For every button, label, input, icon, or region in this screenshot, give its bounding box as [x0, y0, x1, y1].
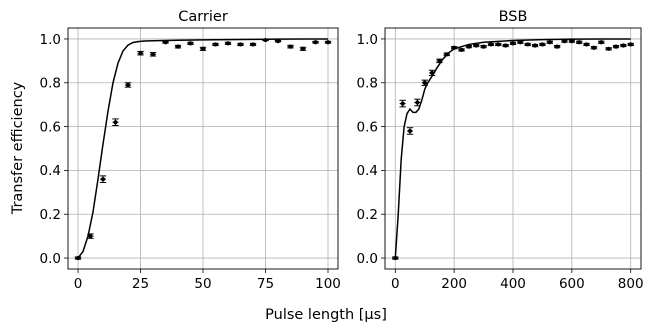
y-tick-label: 0.2	[357, 207, 378, 223]
axes-frame	[384, 27, 642, 270]
x-tick-label: 800	[618, 276, 644, 292]
y-tick-label: 0.0	[40, 251, 61, 267]
data-point	[555, 44, 560, 49]
y-tick-label: 0.8	[40, 76, 61, 92]
y-tick-label: 0.4	[357, 163, 378, 179]
data-point	[466, 44, 471, 49]
data-point	[400, 101, 405, 106]
data-point	[496, 42, 501, 47]
data-point	[591, 45, 597, 50]
data-point	[569, 39, 574, 44]
data-point	[422, 80, 427, 85]
data-point	[628, 42, 633, 47]
x-tick-label: 75	[257, 276, 274, 292]
data-point	[540, 42, 545, 47]
data-point	[621, 43, 626, 48]
data-point	[150, 52, 156, 57]
data-point	[562, 39, 567, 44]
panel-title: Carrier	[178, 9, 228, 25]
data-point	[532, 43, 538, 48]
data-point	[488, 42, 494, 47]
data-point	[125, 82, 131, 88]
data-point	[599, 40, 604, 45]
x-tick-label: 200	[441, 276, 467, 292]
data-point	[113, 120, 118, 125]
data-point	[175, 44, 181, 49]
data-point	[407, 128, 413, 134]
data-point	[606, 46, 611, 51]
data-point	[300, 46, 306, 51]
y-tick-label: 0.2	[40, 207, 61, 223]
data-point	[613, 44, 619, 49]
data-point	[225, 41, 231, 46]
fit-curve	[77, 38, 328, 259]
data-point	[547, 40, 552, 45]
data-point	[577, 40, 582, 45]
y-tick-label: 1.0	[40, 32, 61, 48]
data-point	[88, 234, 93, 239]
data-point	[138, 51, 143, 56]
data-point	[100, 177, 106, 182]
y-axis-title: Transfer efficiency	[10, 81, 26, 215]
data-point	[250, 42, 256, 47]
x-tick-label: 0	[74, 276, 83, 292]
data-point	[510, 41, 516, 46]
data-point	[481, 44, 486, 49]
data-point	[275, 39, 281, 44]
axes-frame	[67, 27, 339, 270]
x-tick-label: 100	[315, 276, 341, 292]
carrier-panel: 0 25 50 75 100 0.0 0.2 0.4 0.6 0.8 1.0 Carrier	[40, 9, 341, 292]
y-tick-label: 0.6	[357, 119, 378, 135]
x-tick-label: 50	[194, 276, 211, 292]
data-point	[503, 43, 508, 48]
y-tick-label: 0.8	[357, 76, 378, 92]
y-tick-label: 0.4	[40, 163, 61, 179]
x-tick-label: 0	[391, 276, 400, 292]
fit-curve	[394, 38, 631, 259]
x-tick-label: 600	[559, 276, 585, 292]
bsb-panel: 0 200 400 600 800 0.0 0.2 0.4 0.6 0.8 1.0 BSB	[357, 9, 644, 292]
panel-title: BSB	[499, 9, 528, 25]
data-point	[584, 42, 589, 47]
data-point	[474, 43, 479, 48]
data-point	[525, 42, 530, 47]
data-point	[313, 40, 318, 45]
x-axis-title: Pulse length [μs]	[265, 307, 387, 323]
y-tick-label: 1.0	[357, 32, 378, 48]
data-point	[459, 47, 464, 53]
y-tick-label: 0.6	[40, 119, 61, 135]
data-point	[238, 42, 243, 47]
x-tick-label: 400	[500, 276, 526, 292]
data-point	[288, 44, 293, 49]
data-point	[518, 40, 523, 45]
data-point	[200, 46, 206, 51]
data-point	[325, 40, 331, 45]
data-point	[213, 42, 218, 47]
y-tick-label: 0.0	[357, 251, 378, 267]
data-point	[188, 41, 193, 46]
x-tick-label: 25	[132, 276, 149, 292]
data-point	[415, 100, 420, 105]
